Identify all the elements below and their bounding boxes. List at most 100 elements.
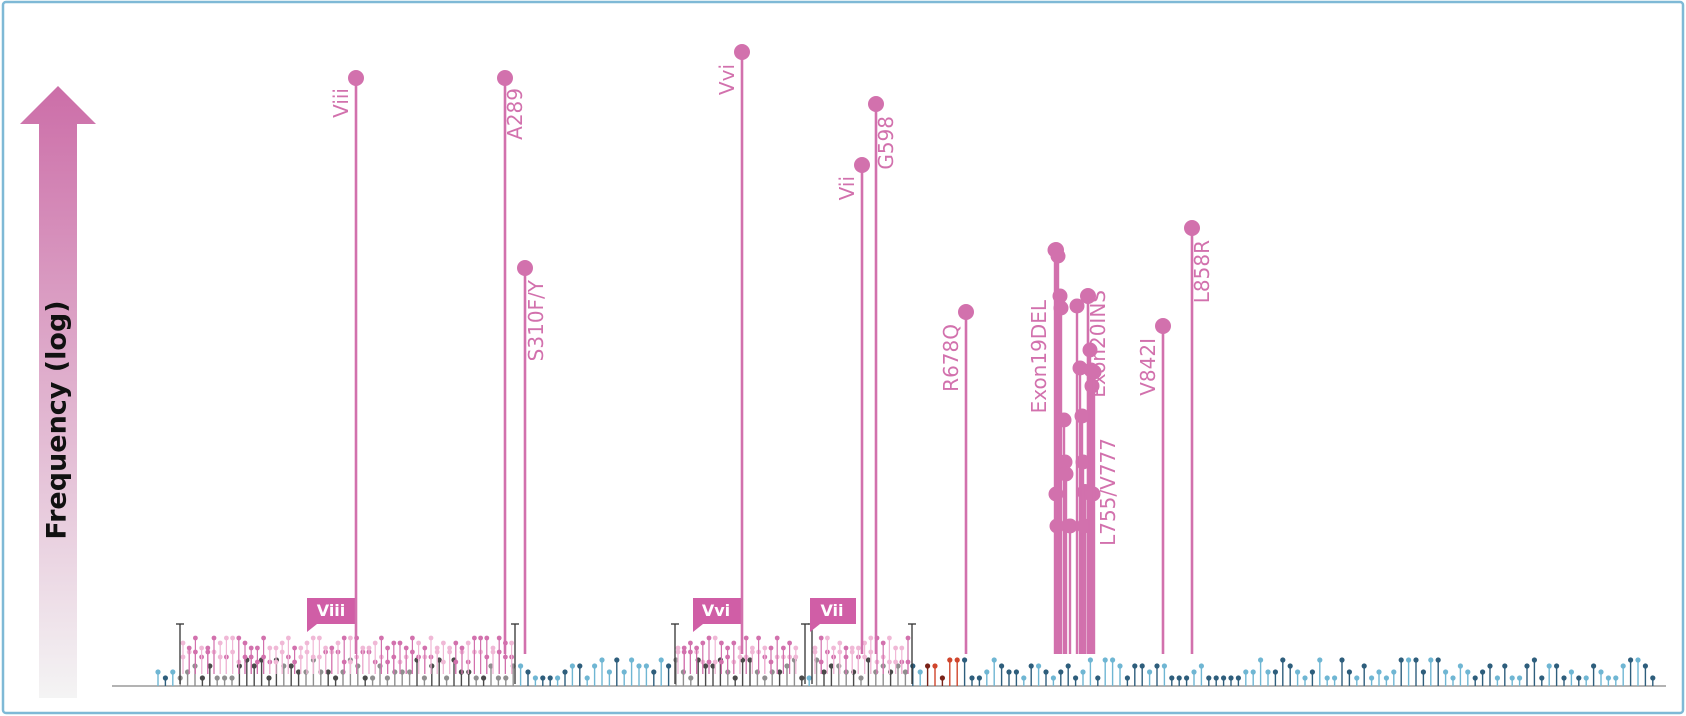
deleted-residue-dot (868, 635, 874, 641)
deleted-residue-dot (812, 645, 818, 651)
mutation-vii: Vii (835, 157, 870, 654)
residue-dot (769, 669, 775, 675)
deleted-residue-dot (286, 635, 291, 641)
mutation-s310f-y: S310F/Y (517, 260, 548, 654)
deleted-residue-dot (292, 645, 297, 651)
deleted-residue-dot (774, 635, 780, 641)
deleted-residue-dot (348, 635, 353, 641)
mutation-head (1155, 318, 1171, 334)
deleted-residue-dot (700, 640, 706, 646)
residue-dot (1346, 669, 1352, 675)
residue-dot (1391, 669, 1397, 675)
residue-dot (754, 669, 761, 675)
residue-dot (703, 663, 709, 669)
residue-dot (1250, 669, 1256, 675)
mutation-l858r: L858R (1184, 220, 1214, 654)
residue-dot (1191, 669, 1197, 675)
cluster-head (1056, 412, 1072, 428)
deleted-residue-dot (856, 645, 861, 651)
residue-dot (1628, 657, 1634, 663)
residue-dot (621, 669, 627, 675)
residue-dot (525, 669, 531, 675)
deleted-residue-dot (793, 645, 799, 651)
residue-dot (199, 675, 205, 681)
domain-box-shape (693, 598, 741, 632)
residue-dot (606, 669, 613, 675)
residue-dot (895, 663, 901, 669)
mutation-label: G598 (874, 116, 898, 170)
domain-box-vvi: Vvi (693, 598, 741, 632)
residue-dot (799, 675, 805, 681)
deleted-residue-dot (825, 635, 830, 641)
deleted-residue-dot (459, 645, 465, 651)
residue-dot (562, 669, 568, 675)
residue-dot (303, 669, 309, 675)
deleted-residue-dot (675, 645, 681, 651)
deleted-residue-dot (279, 640, 285, 646)
deleted-residue-dot (317, 635, 322, 641)
deleted-residue-dot (899, 645, 905, 651)
deleted-residue-dot (329, 645, 335, 651)
residue-dot (1561, 675, 1567, 681)
residue-dot (1605, 675, 1611, 681)
residue-dot (1361, 663, 1367, 669)
residue-dot (162, 675, 168, 681)
residue-dot (777, 669, 783, 675)
residue-dot (643, 663, 650, 669)
residue-dot (984, 669, 990, 675)
deleted-residue-dot (323, 645, 328, 651)
residue-dot (969, 675, 975, 681)
residue-dot (925, 663, 931, 669)
residue-dot (1457, 663, 1463, 669)
residue-dot (1376, 669, 1382, 675)
deleted-residue-dot (242, 640, 248, 646)
deleted-residue-dot (465, 640, 471, 646)
domain-box-label: Viii (317, 601, 346, 620)
residue-dot (1383, 675, 1389, 681)
residue-dot (584, 675, 590, 681)
residue-dot (1480, 669, 1486, 675)
frequency-axis-label: Frequency (log) (42, 300, 73, 539)
deleted-residue-dot (205, 645, 211, 651)
deleted-residue-dot (366, 645, 372, 651)
deleted-residue-dot (298, 645, 304, 651)
residue-dot (828, 663, 835, 669)
residue-dot (1228, 675, 1234, 681)
residue-dot (1650, 675, 1656, 681)
residue-dot (540, 675, 546, 681)
residue-dot (1546, 663, 1552, 669)
residue-dot (355, 663, 361, 669)
residue-dot (999, 663, 1005, 669)
residue-dot (1598, 669, 1604, 675)
deleted-residue-dot (193, 635, 198, 641)
deleted-residue-dot (887, 635, 892, 641)
residue-dot (1635, 657, 1641, 663)
deleted-residue-dot (255, 645, 260, 651)
cluster-head (1052, 288, 1068, 304)
residue-dot (888, 669, 894, 675)
residue-dot (806, 675, 812, 681)
mutation-label: S310F/Y (524, 279, 548, 361)
residue-dot (266, 675, 272, 681)
residue-dot (1102, 657, 1108, 663)
residue-dot (296, 669, 302, 675)
deleted-residue-dot (818, 635, 824, 641)
domain-box-shape (307, 598, 355, 632)
residue-dot (1517, 675, 1523, 681)
residue-dot (1406, 657, 1412, 663)
residue-dot (229, 675, 235, 681)
residue-dot (1132, 663, 1138, 669)
deleted-residue-dot (403, 645, 409, 651)
residue-dot (1339, 657, 1345, 663)
residue-dot (1147, 669, 1153, 675)
deleted-residue-dot (756, 635, 761, 641)
residue-dot (821, 669, 827, 675)
residue-dot (932, 663, 938, 669)
residue-dot (1139, 663, 1145, 669)
residue-dot (1591, 663, 1597, 669)
residue-dot (1184, 675, 1190, 681)
residue-dot (1124, 675, 1130, 681)
residue-dot (392, 669, 398, 675)
